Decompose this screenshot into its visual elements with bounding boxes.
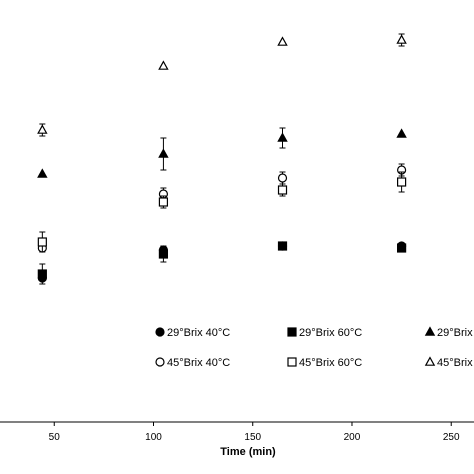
legend-label: 45°Brix 60°C <box>299 357 362 369</box>
legend-marker <box>287 327 297 337</box>
data-point <box>158 249 169 259</box>
x-tick-label: 150 <box>244 432 261 443</box>
data-point <box>37 237 47 247</box>
data-point <box>277 185 288 195</box>
data-marks <box>37 33 407 285</box>
legend-item: 29°Brix 40°C <box>155 327 230 339</box>
data-point <box>158 148 169 158</box>
data-point <box>277 132 288 142</box>
data-point <box>37 269 47 279</box>
data-point <box>397 243 407 253</box>
data-point <box>158 60 169 70</box>
legend: 29°Brix 40°C 29°Brix 60°C 29°Brix 75°C 45°B… <box>155 326 474 369</box>
data-point <box>277 36 288 46</box>
x-axis-ticks: 50 100 150 200 250 <box>49 422 460 443</box>
series-2 <box>37 241 407 285</box>
series-1 <box>37 241 407 283</box>
series-4 <box>37 163 407 253</box>
legend-marker <box>155 357 165 367</box>
legend-label: 29°Brix 75°C <box>437 327 474 339</box>
legend-item: 45°Brix 40°C <box>155 357 230 369</box>
data-point <box>396 34 407 44</box>
legend-label: 45°Brix 75°C <box>437 357 474 369</box>
x-axis-title: Time (min) <box>220 446 276 458</box>
data-point <box>277 241 288 251</box>
data-point <box>37 124 48 134</box>
legend-label: 45°Brix 40°C <box>167 357 230 369</box>
data-point <box>37 168 48 178</box>
legend-marker <box>155 327 165 337</box>
data-point <box>277 173 288 183</box>
x-tick-label: 50 <box>49 432 61 443</box>
legend-marker <box>424 326 436 336</box>
data-point <box>158 197 169 207</box>
data-point <box>397 177 407 187</box>
series-5 <box>37 171 407 253</box>
legend-item: 45°Brix 60°C <box>287 357 362 369</box>
legend-item: 29°Brix 75°C <box>424 326 474 339</box>
x-tick-label: 100 <box>145 432 162 443</box>
x-tick-label: 250 <box>443 432 460 443</box>
x-tick-label: 200 <box>344 432 361 443</box>
legend-item: 45°Brix 75°C <box>424 356 474 369</box>
legend-label: 29°Brix 60°C <box>299 327 362 339</box>
series-3 <box>37 127 407 178</box>
series-6 <box>37 33 407 137</box>
data-point <box>396 128 407 138</box>
legend-label: 29°Brix 40°C <box>167 327 230 339</box>
legend-item: 29°Brix 60°C <box>287 327 362 339</box>
legend-marker <box>424 356 436 366</box>
legend-marker <box>287 357 297 367</box>
